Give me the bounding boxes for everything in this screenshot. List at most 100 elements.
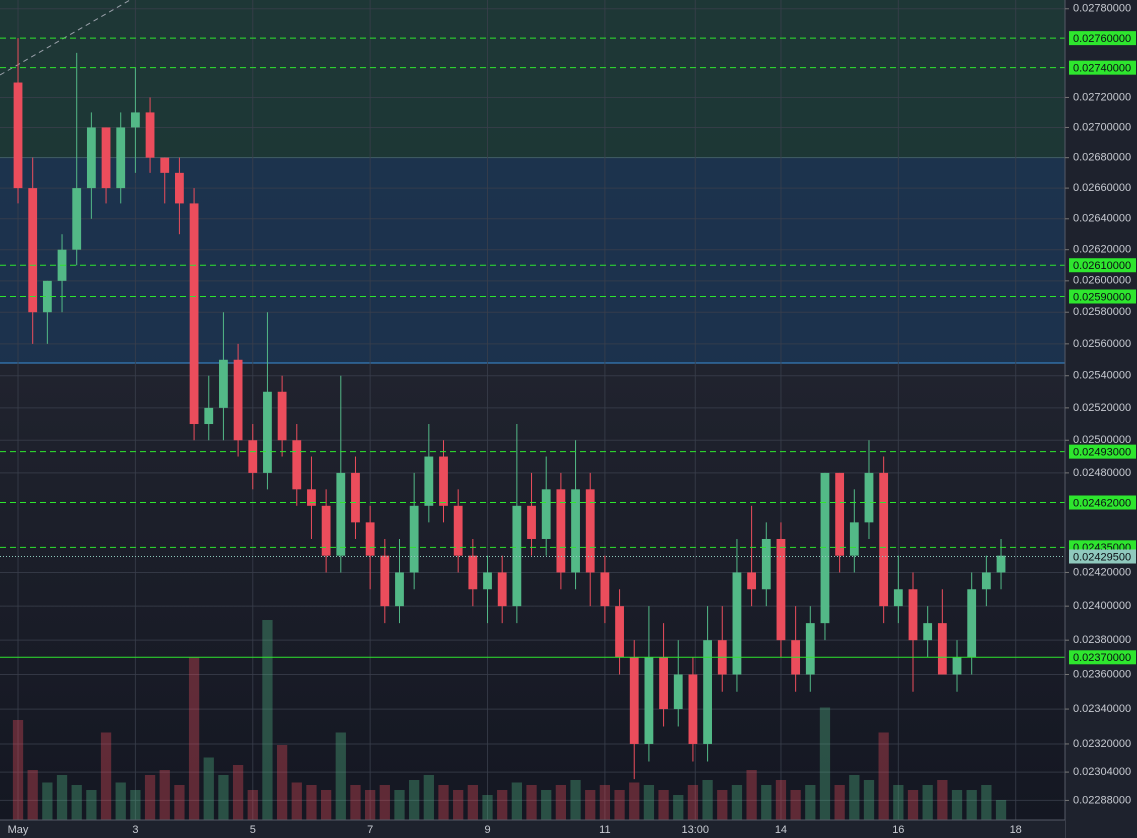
- volume-bar: [438, 785, 449, 820]
- volume-bar: [262, 620, 273, 820]
- volume-bar: [775, 780, 787, 820]
- candle-body: [263, 391, 272, 473]
- y-tick-label: 0.02320000: [1073, 738, 1131, 750]
- candle-body: [468, 555, 478, 590]
- volume-bar: [350, 785, 361, 820]
- candle-body: [703, 640, 712, 744]
- candle-body: [145, 112, 155, 158]
- volume-bar: [673, 795, 684, 820]
- candle-body: [28, 188, 38, 313]
- candle-body: [101, 127, 111, 189]
- volume-bar: [159, 770, 170, 820]
- candle-body: [952, 657, 962, 675]
- candle-body: [776, 538, 786, 641]
- y-tick-label: 0.02780000: [1073, 3, 1131, 15]
- level-label: 0.02740000: [1073, 63, 1131, 75]
- level-label-bg: [1069, 258, 1136, 273]
- candle-body: [365, 522, 375, 556]
- candle-body: [585, 489, 595, 573]
- volume-bar: [687, 785, 699, 820]
- volume-bar: [247, 790, 258, 820]
- x-tick-label: 3: [132, 824, 138, 836]
- y-tick-label: 0.02700000: [1073, 121, 1131, 133]
- y-tick-label: 0.02480000: [1073, 467, 1131, 479]
- candle-body: [644, 657, 654, 744]
- y-tick-label: 0.02640000: [1073, 213, 1131, 225]
- candle-body: [908, 589, 918, 641]
- volume-bar: [907, 790, 919, 820]
- candle-body: [527, 505, 536, 539]
- candle-body: [879, 472, 889, 607]
- volume-bar: [12, 720, 24, 820]
- x-tick-label: 14: [775, 824, 787, 836]
- y-tick-label: 0.02660000: [1073, 182, 1131, 194]
- candle-body: [820, 472, 830, 624]
- volume-bar: [42, 782, 53, 820]
- volume-bar: [790, 790, 801, 820]
- candle-body: [996, 555, 1006, 573]
- candle-body: [130, 112, 140, 128]
- level-label-bg: [1069, 60, 1136, 75]
- volume-bar: [717, 790, 728, 820]
- candle-body: [380, 555, 390, 607]
- volume-bar: [365, 790, 376, 820]
- price-axis: [1065, 0, 1137, 838]
- candle-body: [688, 674, 698, 744]
- volume-bar: [218, 775, 229, 820]
- x-tick-label: 16: [892, 824, 904, 836]
- candle-body: [629, 657, 639, 744]
- candle-body: [571, 489, 580, 573]
- volume-bar: [570, 780, 581, 820]
- candle-body: [248, 440, 258, 473]
- candle-body: [893, 589, 903, 607]
- time-axis: [0, 820, 1065, 838]
- level-label: 0.02760000: [1073, 33, 1131, 45]
- volume-bar: [115, 782, 126, 820]
- candle-body: [849, 522, 859, 556]
- y-tick-label: 0.02620000: [1073, 244, 1131, 256]
- volume-bar: [320, 790, 332, 820]
- candle-body: [747, 572, 757, 590]
- volume-bar: [981, 785, 992, 820]
- level-label-bg: [1069, 495, 1136, 510]
- level-label-bg: [1069, 31, 1136, 46]
- volume-bar: [335, 732, 346, 820]
- volume-bar: [409, 780, 420, 820]
- volume-bar: [467, 785, 478, 820]
- candle-body: [497, 572, 507, 607]
- candle-body: [512, 505, 522, 607]
- volume-bar: [482, 795, 493, 820]
- x-tick-label: May: [8, 824, 29, 836]
- candle-body: [541, 489, 551, 539]
- volume-bar: [71, 785, 82, 820]
- y-tick-label: 0.02560000: [1073, 338, 1131, 350]
- volume-bar: [394, 790, 405, 820]
- volume-bar: [834, 785, 845, 820]
- level-label-bg: [1069, 650, 1136, 665]
- candle-body: [42, 280, 52, 313]
- volume-bar: [27, 770, 38, 820]
- volume-bar: [526, 785, 537, 820]
- x-tick-label: 11: [599, 824, 610, 836]
- candle-body: [659, 657, 668, 710]
- volume-bar: [819, 707, 831, 820]
- y-tick-label: 0.02420000: [1073, 566, 1131, 578]
- candle-body: [277, 391, 287, 441]
- candle-body: [351, 472, 360, 523]
- volume-bar: [893, 785, 904, 820]
- candle-body: [981, 572, 991, 590]
- volume-bar: [599, 785, 611, 820]
- volume-bar: [995, 800, 1007, 820]
- candle-body: [395, 572, 404, 607]
- y-tick-label: 0.02288000: [1073, 794, 1131, 806]
- volume-bar: [379, 785, 390, 820]
- last-price-label: 0.02429500: [1073, 551, 1131, 563]
- candle-body: [307, 489, 316, 506]
- candle-body: [967, 589, 977, 658]
- candle-body: [219, 359, 228, 408]
- volume-bar: [614, 790, 625, 820]
- volume-bar: [130, 790, 141, 820]
- volume-bar: [203, 757, 214, 820]
- level-label: 0.02462000: [1073, 497, 1131, 509]
